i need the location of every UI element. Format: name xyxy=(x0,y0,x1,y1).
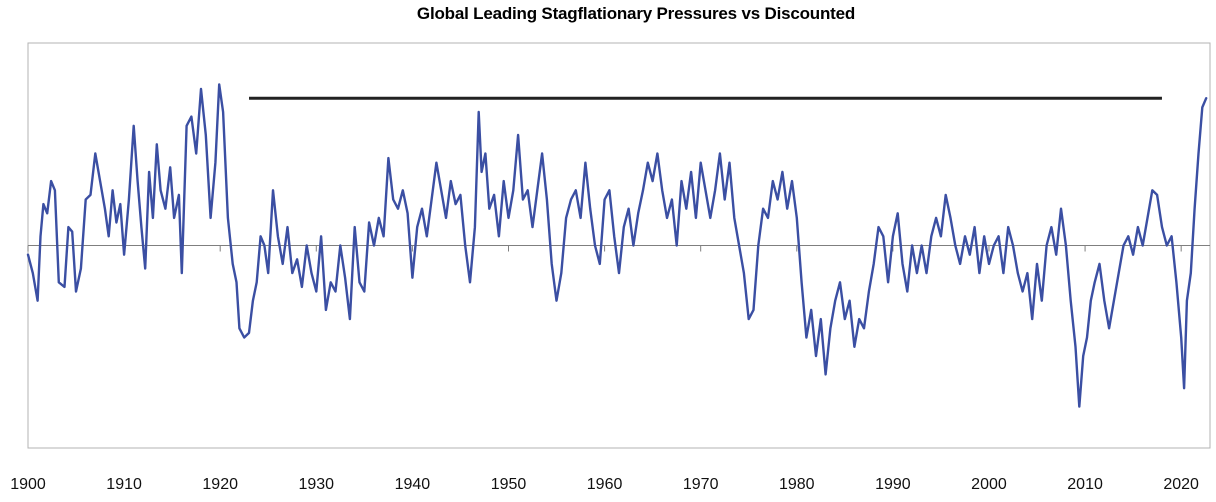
x-tick-label-2020: 2020 xyxy=(1163,476,1199,493)
x-tick-label-1990: 1990 xyxy=(875,476,911,493)
chart-title: Global Leading Stagflationary Pressures … xyxy=(416,4,856,23)
stagflationary-pressures-line xyxy=(26,83,1208,408)
x-tick-label-2000: 2000 xyxy=(971,476,1007,493)
x-tick-label-1970: 1970 xyxy=(683,476,719,493)
x-tick-label-1940: 1940 xyxy=(395,476,431,493)
zero-line-ticks xyxy=(27,245,1182,252)
x-tick-label-1930: 1930 xyxy=(298,476,334,493)
x-tick-label-1900: 1900 xyxy=(10,476,46,493)
x-tick-label-1980: 1980 xyxy=(779,476,815,493)
x-tick-label-1910: 1910 xyxy=(106,476,142,493)
x-tick-label-1960: 1960 xyxy=(587,476,623,493)
x-tick-label-1920: 1920 xyxy=(202,476,238,493)
x-tick-label-1950: 1950 xyxy=(491,476,527,493)
x-axis-tick-labels: 1900 1910 1920 1930 1940 1950 1960 1970 1980 1990… xyxy=(10,476,1199,493)
x-tick-label-2010: 2010 xyxy=(1067,476,1103,493)
